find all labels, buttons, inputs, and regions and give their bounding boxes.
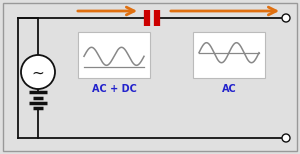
Circle shape	[282, 134, 290, 142]
Text: AC: AC	[222, 84, 236, 94]
Bar	[78, 32, 150, 78]
Circle shape	[282, 14, 290, 22]
Text: AC + DC: AC + DC	[92, 84, 136, 94]
Bar	[193, 32, 265, 78]
Text: ~: ~	[32, 65, 44, 81]
Circle shape	[21, 55, 55, 89]
